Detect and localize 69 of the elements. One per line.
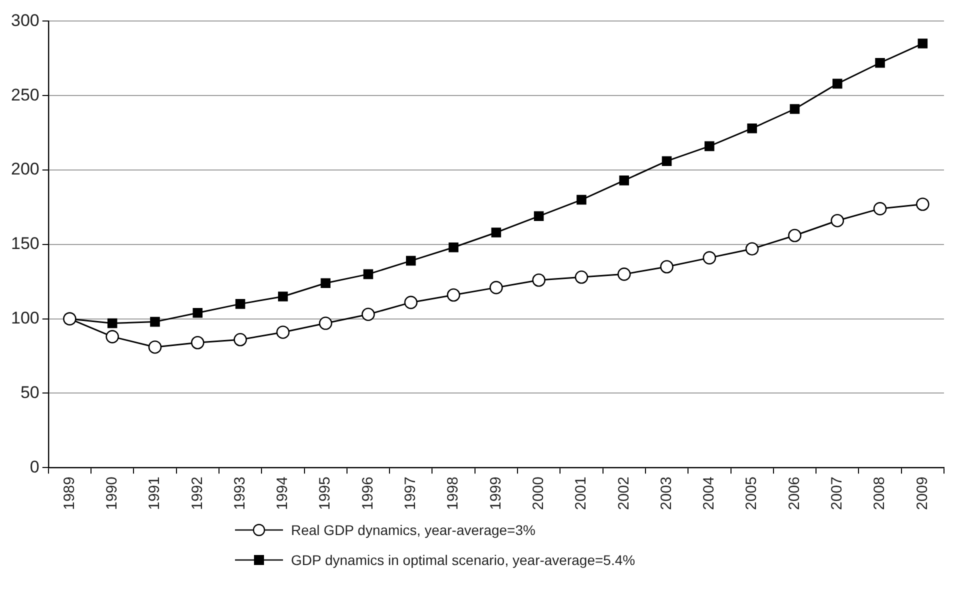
x-tick-label: 2007 xyxy=(828,476,846,510)
y-tick-label: 250 xyxy=(10,85,40,104)
x-tick-label: 1989 xyxy=(60,476,78,510)
y-tick-label: 100 xyxy=(10,308,40,328)
point xyxy=(704,141,714,152)
point xyxy=(788,228,802,242)
x-tick-label: 1997 xyxy=(402,476,420,510)
x-tick-label: 1992 xyxy=(188,476,206,510)
x-tick-label: 2008 xyxy=(871,476,888,510)
point xyxy=(617,268,631,281)
point xyxy=(918,38,928,48)
y-tick-label: 150 xyxy=(10,234,40,254)
point xyxy=(660,260,674,274)
x-tick-label: 2000 xyxy=(530,476,547,510)
point xyxy=(362,308,375,322)
point xyxy=(619,176,630,186)
point xyxy=(790,104,800,114)
x-tick-label: 1994 xyxy=(274,476,292,510)
y-tick-label: 50 xyxy=(20,382,40,402)
x-tick-label: 1996 xyxy=(359,476,376,510)
x-tick-label: 2004 xyxy=(700,476,718,510)
x-tick-label: 1991 xyxy=(146,476,164,510)
x-tick-label: 2001 xyxy=(572,476,590,510)
point xyxy=(448,242,458,252)
point xyxy=(318,316,332,330)
point xyxy=(662,156,672,166)
y-tick-label: 0 xyxy=(30,457,40,476)
x-tick-label: 2003 xyxy=(658,476,675,510)
point xyxy=(106,330,119,344)
point xyxy=(107,318,118,328)
x-tick-label: 2005 xyxy=(743,476,760,510)
point xyxy=(747,123,757,134)
point xyxy=(830,214,844,228)
x-tick-label: 2002 xyxy=(615,476,632,510)
x-tick-label: 1999 xyxy=(487,476,504,510)
point xyxy=(702,251,716,264)
point xyxy=(406,256,416,266)
point xyxy=(446,288,460,302)
point xyxy=(490,280,503,294)
legend-label: GDP dynamics in optimal scenario, year-average=5.4% xyxy=(291,552,636,568)
point xyxy=(150,316,160,327)
point xyxy=(192,308,203,318)
point xyxy=(534,211,544,222)
point xyxy=(148,340,162,354)
point xyxy=(873,202,887,216)
point xyxy=(276,326,290,339)
point xyxy=(278,292,288,302)
point xyxy=(574,270,588,284)
point xyxy=(234,333,247,346)
x-tick-label: 1998 xyxy=(444,476,462,510)
y-tick-label: 200 xyxy=(10,160,40,179)
point xyxy=(832,78,842,89)
x-tick-label: 2009 xyxy=(914,476,931,510)
point xyxy=(875,58,885,68)
point xyxy=(404,296,418,310)
x-tick-label: 2006 xyxy=(786,476,803,510)
point xyxy=(190,336,204,350)
x-tick-label: 1995 xyxy=(316,476,334,510)
point xyxy=(576,194,586,205)
point xyxy=(491,228,502,238)
legend-label: Real GDP dynamics, year-average=3% xyxy=(291,522,536,538)
point xyxy=(235,299,246,309)
y-tick-label: 300 xyxy=(10,10,40,30)
x-tick-label: 1990 xyxy=(103,476,120,510)
point xyxy=(320,278,330,288)
x-tick-label: 1993 xyxy=(231,476,248,510)
point xyxy=(532,273,546,287)
point xyxy=(363,269,374,280)
point xyxy=(745,242,759,256)
